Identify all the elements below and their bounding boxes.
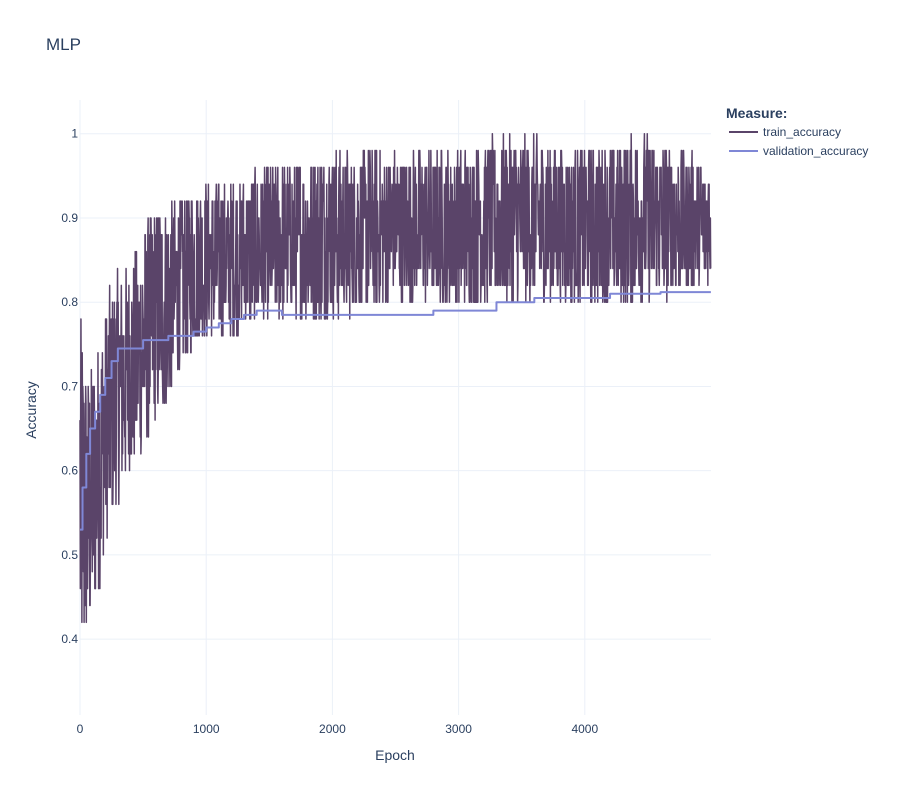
y-tick-label: 0.8	[61, 295, 78, 309]
legend: Measure: train_accuracy validation_accur…	[726, 105, 868, 158]
y-tick-label: 0.7	[61, 379, 78, 393]
y-tick-label: 0.4	[61, 632, 78, 646]
y-tick-label: 0.5	[61, 548, 78, 562]
chart-title: MLP	[46, 35, 81, 54]
y-tick-label: 0.9	[61, 211, 78, 225]
y-tick-label: 1	[71, 127, 78, 141]
x-tick-label: 3000	[445, 722, 472, 736]
ticks: 0.4 0.5 0.6 0.7 0.8 0.9 1 0 1000 2000 3000 4000	[61, 127, 598, 736]
x-tick-label: 0	[77, 722, 84, 736]
series-line-train-accuracy	[79, 132, 712, 624]
y-tick-label: 0.6	[61, 464, 78, 478]
legend-label-train-accuracy: train_accuracy	[763, 125, 841, 139]
y-axis-title: Accuracy	[23, 381, 39, 439]
x-tick-label: 1000	[193, 722, 220, 736]
legend-title: Measure:	[726, 105, 787, 121]
x-tick-label: 2000	[319, 722, 346, 736]
legend-label-validation-accuracy: validation_accuracy	[763, 144, 868, 158]
x-axis-title: Epoch	[375, 747, 415, 763]
series-line-validation-accuracy	[80, 291, 711, 531]
plot-area	[79, 132, 712, 624]
x-tick-label: 4000	[571, 722, 598, 736]
